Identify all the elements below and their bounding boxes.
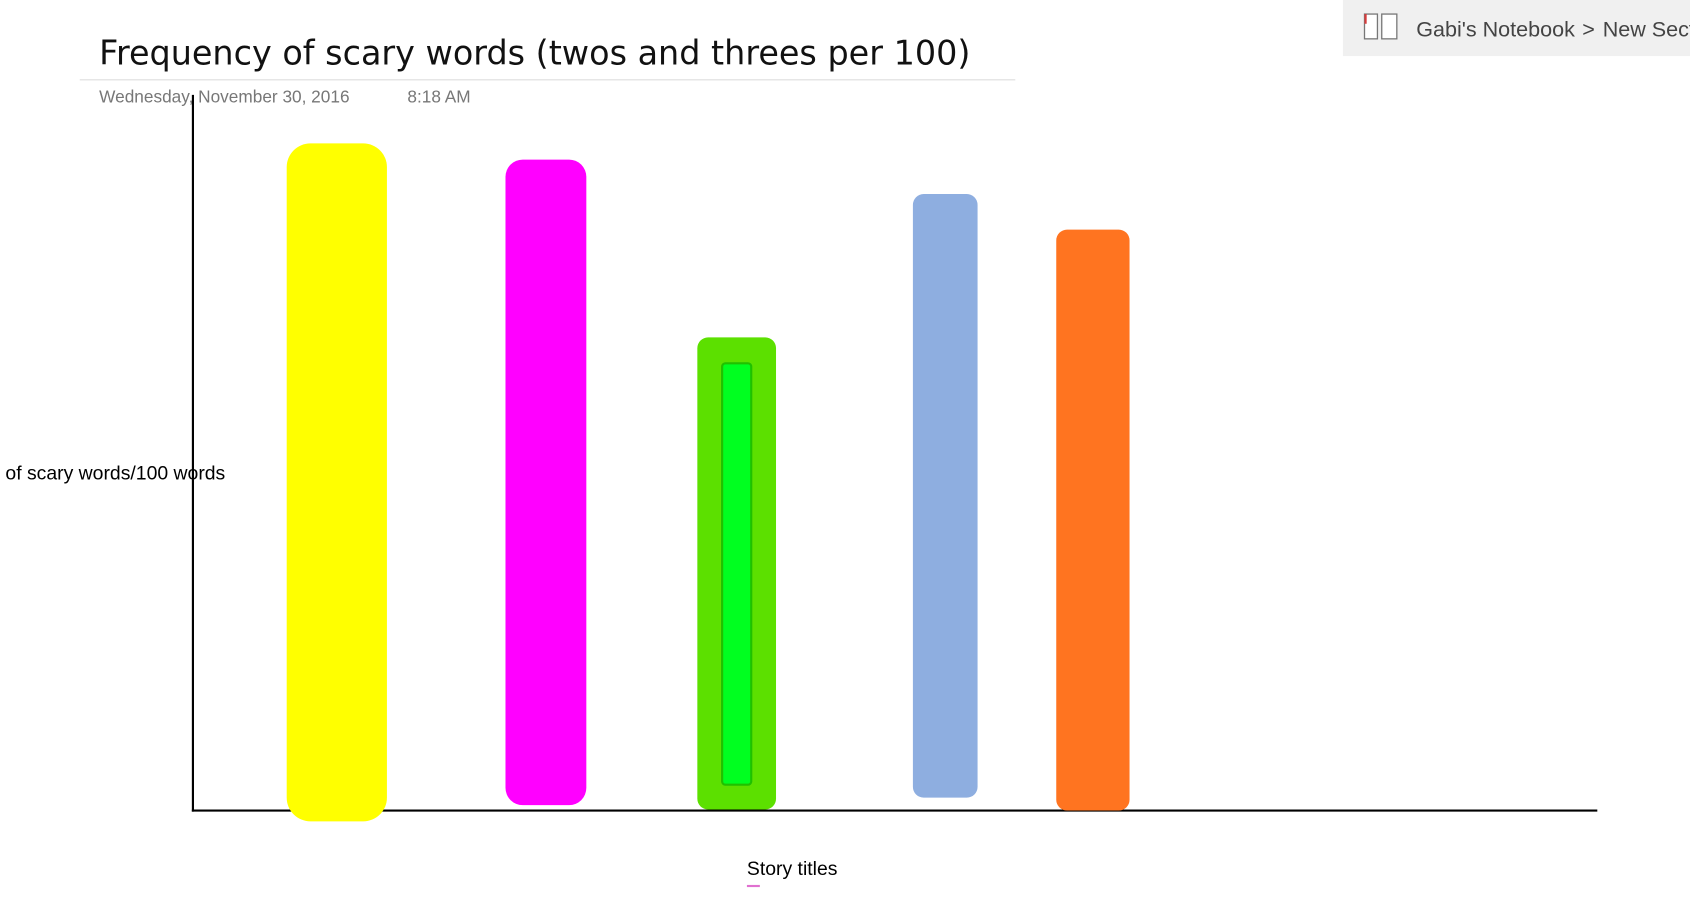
ink-bar	[1056, 229, 1130, 811]
y-axis-label: # of scary words/100 words	[0, 463, 225, 485]
breadcrumb-separator: >	[1582, 17, 1595, 42]
notebook-icon	[1363, 13, 1398, 40]
page-title[interactable]: Frequency of scary words (twos and three…	[99, 34, 970, 73]
x-axis-label: Story titles	[747, 858, 838, 880]
breadcrumb-notebook[interactable]: Gabi's Notebook	[1416, 17, 1575, 42]
page-date: Wednesday, November 30, 2016	[99, 86, 349, 106]
ink-bar-fill	[721, 362, 753, 786]
ink-bar	[505, 159, 587, 806]
breadcrumb-section[interactable]: New Sect	[1603, 17, 1690, 42]
page-time: 8:18 AM	[407, 86, 470, 106]
ink-bar	[912, 194, 978, 798]
ink-bar	[286, 143, 387, 822]
breadcrumb-bar	[1342, 0, 1690, 57]
